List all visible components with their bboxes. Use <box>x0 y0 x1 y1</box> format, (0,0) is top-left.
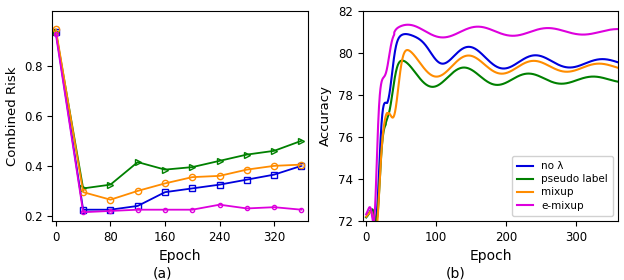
pseudo label: (360, 78.6): (360, 78.6) <box>615 80 622 83</box>
pseudo label: (350, 78.7): (350, 78.7) <box>608 78 615 82</box>
e-mixup <box>376 102 383 106</box>
Line: e-mixup: e-mixup <box>366 25 618 222</box>
mixup <box>363 215 370 218</box>
Text: (b): (b) <box>446 266 466 280</box>
Y-axis label: Combined Risk: Combined Risk <box>6 66 19 165</box>
e-mixup <box>404 23 412 26</box>
e-mixup <box>363 213 370 216</box>
no λ <box>615 61 622 64</box>
pseudo label: (14.4, 72): (14.4, 72) <box>373 218 380 222</box>
e-mixup <box>485 27 493 31</box>
Text: (a): (a) <box>152 266 172 280</box>
pseudo label: (175, 78.6): (175, 78.6) <box>485 81 493 84</box>
no λ <box>485 59 493 63</box>
mixup <box>485 67 493 70</box>
X-axis label: Epoch: Epoch <box>159 249 202 263</box>
Y-axis label: Accuracy: Accuracy <box>319 85 333 146</box>
X-axis label: Epoch: Epoch <box>469 249 512 263</box>
pseudo label: (166, 78.8): (166, 78.8) <box>479 76 486 80</box>
mixup <box>608 64 615 67</box>
Line: no λ: no λ <box>366 34 618 223</box>
Line: pseudo label: pseudo label <box>366 60 618 220</box>
mixup <box>479 61 486 64</box>
e-mixup <box>479 25 486 29</box>
no λ <box>562 65 569 69</box>
e-mixup <box>608 28 615 31</box>
no λ <box>402 32 409 36</box>
no λ <box>608 59 615 62</box>
Legend: no λ, pseudo label, mixup, e-mixup: no λ, pseudo label, mixup, e-mixup <box>512 156 613 216</box>
mixup <box>562 70 569 73</box>
mixup <box>608 64 615 67</box>
no λ <box>376 168 383 171</box>
e-mixup <box>608 28 615 31</box>
e-mixup <box>615 27 622 31</box>
mixup <box>404 48 411 52</box>
no λ <box>371 221 379 224</box>
no λ <box>363 215 370 219</box>
Line: mixup: mixup <box>366 50 618 232</box>
pseudo label: (18.5, 73.4): (18.5, 73.4) <box>376 190 383 193</box>
mixup <box>376 190 383 193</box>
pseudo label: (350, 78.7): (350, 78.7) <box>608 78 615 82</box>
pseudo label: (284, 78.5): (284, 78.5) <box>562 82 569 85</box>
mixup <box>372 230 379 233</box>
no λ <box>608 59 615 62</box>
no λ <box>479 53 486 56</box>
pseudo label: (0, 72.2): (0, 72.2) <box>363 216 370 219</box>
mixup <box>615 66 622 70</box>
pseudo label: (51.3, 79.6): (51.3, 79.6) <box>398 59 406 62</box>
e-mixup <box>370 221 378 224</box>
e-mixup <box>562 30 569 33</box>
